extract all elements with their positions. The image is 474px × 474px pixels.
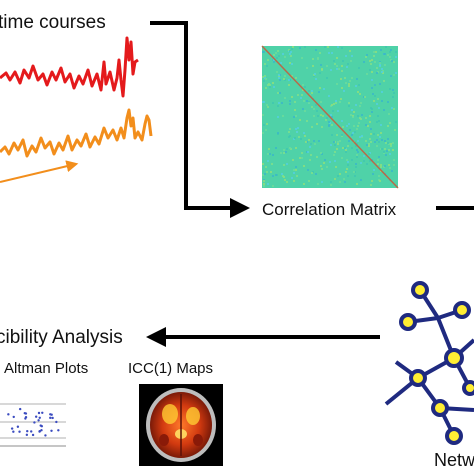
orange-trend-arrow <box>0 160 79 183</box>
bland-altman-scatter <box>0 382 66 450</box>
correlation-matrix-label: Correlation Matrix <box>262 200 397 219</box>
time-courses-label: time courses <box>0 12 106 33</box>
icc-maps-label: ICC(1) Maps <box>128 360 214 377</box>
bland-altman-label: Altman Plots <box>4 360 89 377</box>
network-label: Netw <box>434 450 474 470</box>
reproducibility-analysis-label: cibility Analysis <box>0 327 123 348</box>
correlation-matrix-heatmap <box>261 45 399 189</box>
brain-icc-map <box>139 384 223 466</box>
network-nodes <box>399 281 474 445</box>
red-time-course <box>0 36 139 98</box>
flow-arrow-timecourses-to-matrix <box>150 21 250 218</box>
orange-time-course <box>0 108 153 158</box>
